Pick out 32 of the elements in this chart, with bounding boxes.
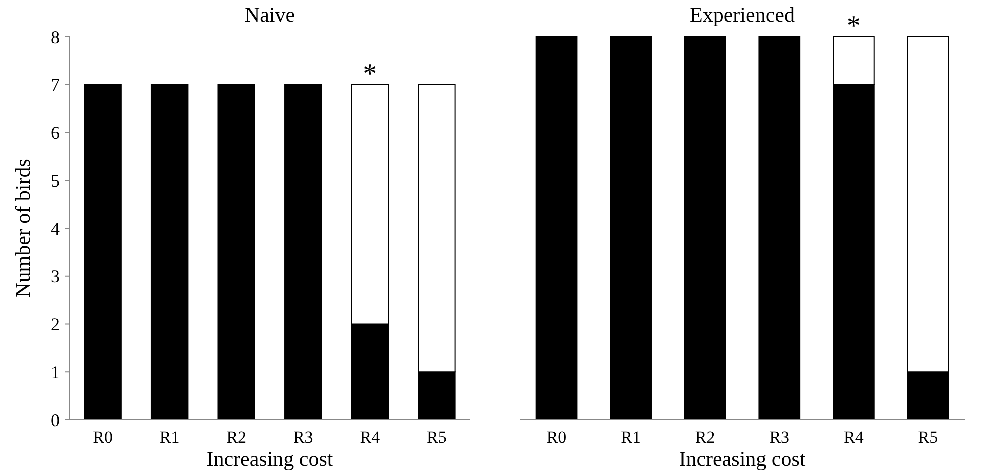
bar	[284, 84, 322, 420]
y-tick-label: 4	[51, 218, 60, 239]
x-tick-label: R0	[546, 428, 567, 447]
bar	[218, 84, 256, 420]
y-tick-label: 3	[51, 266, 60, 287]
x-tick-label: R0	[93, 428, 113, 447]
x-tick-label: R1	[160, 428, 180, 447]
bar	[84, 84, 122, 420]
annotation: *	[363, 58, 378, 90]
y-tick-label: 6	[51, 123, 60, 144]
x-tick-label: R2	[695, 428, 716, 447]
x-tick-label: R2	[226, 428, 247, 447]
annotation: *	[846, 11, 861, 42]
y-tick-label: 8	[51, 27, 60, 48]
x-tick-label: R5	[918, 428, 938, 447]
y-tick-label: 2	[51, 314, 60, 335]
x-axis-title: Increasing cost	[679, 447, 806, 471]
y-axis-title: Number of birds	[11, 159, 35, 298]
bar	[150, 84, 189, 420]
x-tick-label: R4	[360, 428, 381, 447]
x-tick-label: R4	[844, 428, 864, 447]
x-tick-label: R3	[293, 428, 314, 447]
x-axis-title: Increasing cost	[206, 447, 334, 471]
y-tick-label: 7	[51, 75, 60, 96]
chart-title: Experienced	[690, 3, 796, 27]
y-tick-label: 0	[51, 410, 60, 430]
y-tick-label: 1	[51, 362, 60, 382]
x-tick-label: R5	[427, 428, 447, 447]
chart-title: Naive	[244, 3, 296, 27]
y-tick-label: 5	[51, 170, 60, 191]
x-tick-label: R1	[621, 428, 641, 447]
x-tick-label: R3	[770, 428, 790, 447]
